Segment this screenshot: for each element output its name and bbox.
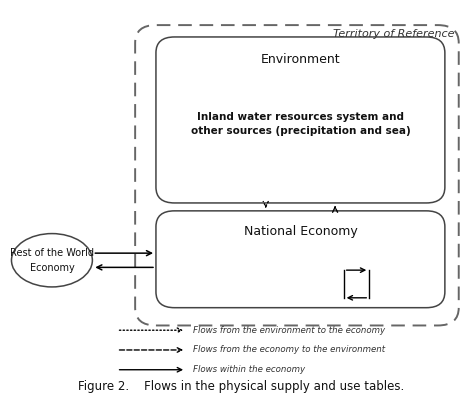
Text: National Economy: National Economy bbox=[244, 225, 357, 238]
Text: Environment: Environment bbox=[261, 53, 340, 66]
Text: Flows from the environment to the economy: Flows from the environment to the econom… bbox=[193, 326, 385, 335]
FancyBboxPatch shape bbox=[156, 37, 445, 203]
FancyBboxPatch shape bbox=[156, 211, 445, 308]
Text: Rest of the World: Rest of the World bbox=[10, 248, 94, 258]
Text: Economy: Economy bbox=[29, 263, 74, 273]
Text: Flows from the economy to the environment: Flows from the economy to the environmen… bbox=[193, 345, 385, 355]
Text: Inland water resources system and
other sources (precipitation and sea): Inland water resources system and other … bbox=[191, 112, 410, 136]
Text: Figure 2.    Flows in the physical supply and use tables.: Figure 2. Flows in the physical supply a… bbox=[78, 380, 405, 393]
FancyBboxPatch shape bbox=[135, 25, 459, 326]
Ellipse shape bbox=[11, 234, 92, 287]
Text: Territory of Reference: Territory of Reference bbox=[333, 29, 454, 39]
Text: Flows within the economy: Flows within the economy bbox=[193, 365, 305, 374]
